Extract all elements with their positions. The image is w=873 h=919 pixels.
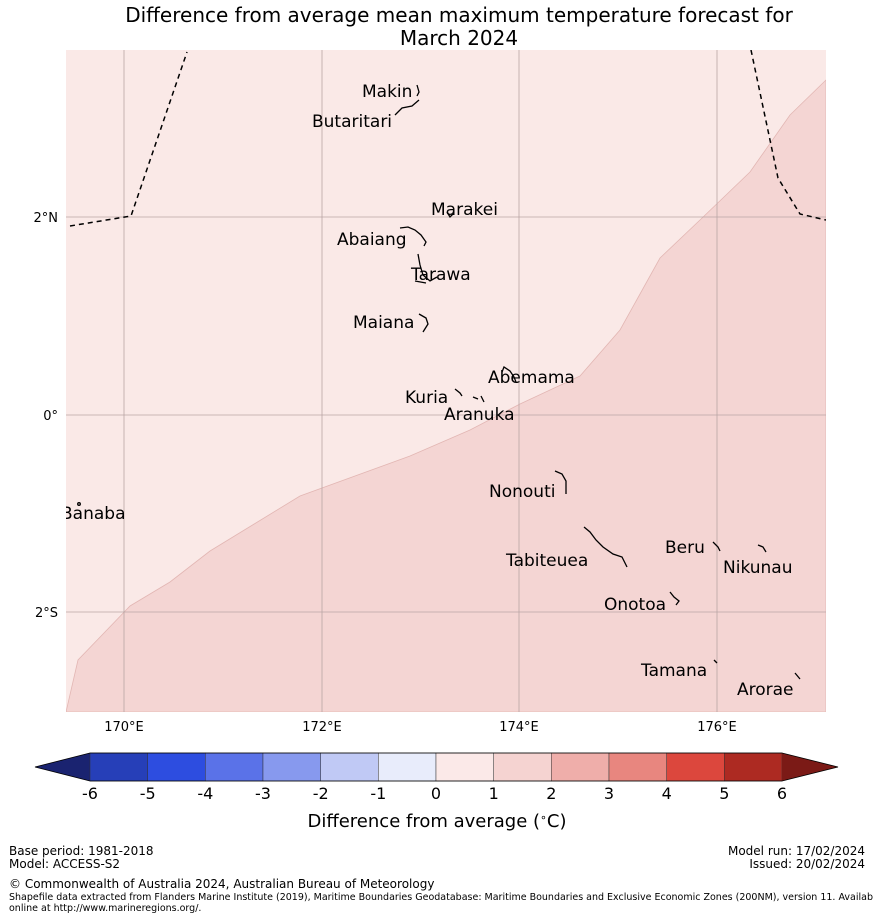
copyright-notice: © Commonwealth of Australia 2024, Austra… <box>9 877 435 891</box>
colorbar-swatch <box>262 752 321 782</box>
colorbar-tick-label: 1 <box>489 784 499 803</box>
island-arorae <box>794 672 801 680</box>
lon-label-170e: 170°E <box>104 720 144 735</box>
place-label-banaba: Banaba <box>61 504 125 524</box>
lat-label-2n: 2°N <box>34 211 59 226</box>
eez-boundaries <box>69 50 826 227</box>
latitude-labels: 2°N 0° 2°S <box>34 211 59 621</box>
colorbar-tick-label: -6 <box>82 784 98 803</box>
place-label-abemama: Abemama <box>488 368 575 388</box>
island-tabiteuea <box>583 526 628 568</box>
island-marakei <box>446 211 454 219</box>
island-onotoa <box>669 591 680 606</box>
lon-label-176e: 176°E <box>697 720 737 735</box>
island-outlines <box>77 84 801 680</box>
colorbar-outline <box>34 752 839 782</box>
colorbar-swatch <box>435 752 494 782</box>
model-run-date: Model run: 17/02/2024 <box>727 844 865 858</box>
place-labels: Makin Butaritari Marakei Abaiang Tarawa … <box>61 82 794 700</box>
island-butaritari <box>394 99 420 116</box>
island-makin <box>416 84 420 97</box>
longitude-labels: 170°E 172°E 174°E 176°E <box>104 720 737 735</box>
eez-boundary-west <box>69 51 188 227</box>
island-banaba <box>77 502 81 506</box>
colorbar-tick-label: -4 <box>197 784 213 803</box>
lon-label-174e: 174°E <box>499 720 539 735</box>
colorbar-swatch <box>551 752 610 782</box>
colorbar-tick-label: -2 <box>313 784 329 803</box>
island-nikunau <box>757 544 767 553</box>
island-tarawa <box>414 253 438 284</box>
island-nonouti <box>554 470 567 494</box>
colorbar-extend-high <box>782 753 838 781</box>
model-name: Model: ACCESS-S2 <box>9 857 121 871</box>
place-label-maiana: Maiana <box>353 313 414 333</box>
shapefile-attribution-line-1: Shapefile data extracted from Flanders M… <box>9 892 873 903</box>
place-label-nikunau: Nikunau <box>723 558 793 578</box>
colorbar-tick-label: 5 <box>719 784 729 803</box>
island-kuria-aranuka <box>454 388 485 403</box>
colorbar-swatch <box>147 752 206 782</box>
title-line-2: March 2024 <box>399 26 519 50</box>
colorbar-tick-label: 2 <box>546 784 556 803</box>
island-maiana <box>418 313 429 333</box>
colorbar-tick-label: 4 <box>662 784 672 803</box>
footer-model-info: Base period: 1981-2018 Model: ACCESS-S2 <box>9 845 154 871</box>
colorbar-title: Difference from average (∘C) <box>307 811 566 832</box>
place-label-onotoa: Onotoa <box>604 595 666 615</box>
footer-dates: Model run: 17/02/2024 Issued: 20/02/2024 <box>728 845 865 871</box>
colorbar-tick-label: 0 <box>431 784 441 803</box>
lon-label-172e: 172°E <box>302 720 342 735</box>
island-beru <box>712 541 721 552</box>
colorbar-swatch <box>666 752 725 782</box>
place-label-tamana: Tamana <box>640 661 707 681</box>
lat-label-0: 0° <box>43 409 58 424</box>
colorbar-swatch <box>608 752 667 782</box>
colorbar-swatch <box>205 752 264 782</box>
colorbar-swatch <box>724 752 783 782</box>
colorbar: -6 -5 -4 -3 -2 -1 0 1 2 3 4 5 6 Differen… <box>34 752 839 832</box>
gridlines <box>66 50 826 712</box>
shapefile-attribution: Shapefile data extracted from Flanders M… <box>9 892 873 914</box>
colorbar-swatch <box>493 752 552 782</box>
colorbar-tick-label: -1 <box>370 784 386 803</box>
place-label-marakei: Marakei <box>431 200 498 220</box>
colorbar-swatch <box>378 752 437 782</box>
place-label-arorae: Arorae <box>737 680 794 700</box>
place-label-tarawa: Tarawa <box>410 265 471 285</box>
place-label-butaritari: Butaritari <box>312 112 392 132</box>
place-label-nonouti: Nonouti <box>489 482 555 502</box>
island-tamana <box>713 659 718 664</box>
island-abaiang <box>399 226 427 247</box>
place-label-tabiteuea: Tabiteuea <box>505 551 588 571</box>
island-abemama <box>501 366 517 383</box>
colorbar-tick-label: -3 <box>255 784 271 803</box>
chart-title: Difference from average mean maximum tem… <box>0 4 873 50</box>
place-label-kuria: Kuria <box>405 388 448 408</box>
place-label-abaiang: Abaiang <box>337 230 407 250</box>
place-label-makin: Makin <box>362 82 412 102</box>
shapefile-attribution-line-2: online at http://www.marineregions.org/. <box>9 903 202 914</box>
base-period: Base period: 1981-2018 <box>9 844 154 858</box>
issued-date: Issued: 20/02/2024 <box>749 857 865 871</box>
place-label-aranuka: Aranuka <box>444 405 515 425</box>
map-area: Makin Butaritari Marakei Abaiang Tarawa … <box>61 50 826 712</box>
anomaly-region-1-to-2 <box>66 79 826 712</box>
colorbar-tick-label: 6 <box>777 784 787 803</box>
lat-label-2s: 2°S <box>35 606 58 621</box>
place-label-beru: Beru <box>665 538 705 558</box>
colorbar-extend-low <box>35 753 90 781</box>
colorbar-tick-label: -5 <box>140 784 156 803</box>
title-line-1: Difference from average mean maximum tem… <box>125 3 793 27</box>
colorbar-swatch <box>320 752 379 782</box>
colorbar-swatch <box>89 752 148 782</box>
eez-boundary-east <box>750 50 826 221</box>
colorbar-tick-label: 3 <box>604 784 614 803</box>
